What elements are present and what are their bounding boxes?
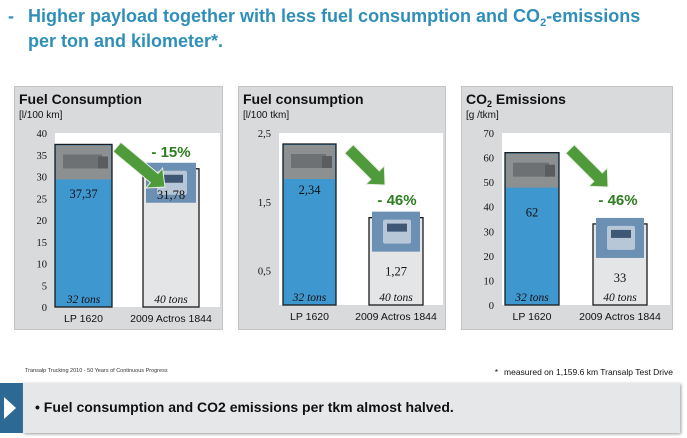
x-tick-label: 2009 Actros 1844 [355, 311, 437, 323]
headline-line-1: Higher payload together with less fuel c… [28, 6, 641, 29]
y-tick-label: 30 [37, 173, 48, 184]
x-tick-label: LP 1620 [513, 311, 552, 323]
data-label: 62 [526, 206, 539, 220]
chart-unit: [l/100 tkm] [243, 110, 290, 121]
y-tick-label: 10 [37, 260, 48, 271]
reduction-label: - 15% [151, 144, 190, 161]
payload-label: 40 tons [379, 292, 413, 304]
y-tick-label: 10 [484, 276, 495, 287]
data-label: 37,37 [69, 187, 97, 201]
y-tick-label: 2,5 [258, 129, 271, 140]
x-tick-label: 2009 Actros 1844 [130, 313, 212, 325]
reduction-arrow-icon [344, 144, 386, 186]
y-tick-label: 70 [484, 129, 495, 140]
summary-text: • Fuel consumption and CO2 emissions per… [35, 399, 454, 415]
truck-photo-cab [98, 156, 108, 169]
headline-line-2: per ton and kilometer*. [28, 31, 224, 51]
truck-photo-windshield [161, 174, 183, 183]
data-label: 2,34 [299, 183, 322, 197]
data-label: 1,27 [385, 265, 407, 279]
chart-title: CO2 Emissions [466, 91, 566, 109]
x-tick-label: 2009 Actros 1844 [579, 311, 661, 323]
footer-source-text: Transalp Trucking 2010 - 50 Years of Con… [25, 368, 168, 374]
payload-label: 40 tons [603, 292, 637, 304]
data-label: 33 [614, 271, 627, 285]
y-tick-label: 50 [484, 178, 495, 189]
fuel-consumption-per-tkm-chart: 0,5 1,5 2,5 2,34 32 tons LP 1620 1,27 40 tons 20… [258, 129, 443, 323]
chevron-right-icon [4, 397, 16, 419]
payload-label: 32 tons [66, 294, 101, 306]
payload-label: 32 tons [292, 292, 327, 304]
chart-unit: [g /tkm] [466, 110, 499, 121]
truck-photo-windshield [611, 229, 631, 238]
y-tick-label: 40 [484, 203, 495, 214]
fuel-consumption-per-tkm-panel: Fuel consumption [l/100 tkm] 0,5 1,5 2,5 2,… [238, 86, 446, 330]
payload-label: 32 tons [514, 292, 549, 304]
truck-photo-cab [322, 156, 332, 169]
y-tick-label: 0 [42, 303, 47, 314]
footnote-star: * [494, 367, 499, 377]
x-tick-label: LP 1620 [64, 313, 103, 325]
truck-photo-windshield [387, 223, 407, 232]
y-tick-label: 30 [484, 227, 495, 238]
truck-photo-trailer [291, 154, 326, 169]
reduction-label: - 46% [598, 192, 637, 209]
summary-callout: • Fuel consumption and CO2 emissions per… [23, 383, 680, 433]
payload-label: 40 tons [154, 294, 188, 306]
footnote: * measured on 1,159.6 km Transalp Test Dr… [495, 367, 673, 377]
x-tick-label: LP 1620 [290, 311, 329, 323]
y-tick-label: 0 [489, 301, 494, 312]
y-tick-label: 40 [37, 129, 48, 140]
y-tick-label: 20 [484, 252, 495, 263]
chart-title: Fuel consumption [243, 91, 364, 107]
bookmark-tab [0, 383, 24, 433]
co2-emissions-chart: 0 10 20 30 40 50 60 70 62 32 tons LP 1620 33 40 tons… [484, 129, 670, 323]
y-tick-label: 25 [37, 194, 48, 205]
chart-unit: [l/100 km] [19, 110, 63, 121]
reduction-arrow-icon [112, 141, 166, 189]
truck-photo-cab [545, 164, 555, 177]
y-tick-label: 35 [37, 151, 48, 162]
y-tick-label: 60 [484, 154, 495, 165]
fuel-consumption-per-km-panel: Fuel Consumption [l/100 km] 0 5 10 15 20 25 30… [14, 86, 223, 330]
headline-dash: - [8, 6, 14, 26]
truck-photo-trailer [513, 162, 549, 177]
y-tick-label: 1,5 [258, 198, 271, 209]
footnote-text: measured on 1,159.6 km Transalp Test Dri… [504, 367, 673, 377]
y-tick-label: 5 [42, 281, 47, 292]
co2-emissions-panel: CO2 Emissions [g /tkm] 0 10 20 30 40 50 60 70 62… [461, 86, 673, 330]
y-tick-label: 15 [37, 238, 48, 249]
fuel-consumption-per-km-chart: 0 5 10 15 20 25 30 35 40 37,37 32 tons LP 1620 31,78… [37, 129, 220, 325]
reduction-arrow-icon [565, 144, 609, 188]
data-label: 31,78 [157, 188, 185, 202]
chart-title: Fuel Consumption [19, 91, 142, 107]
y-tick-label: 20 [37, 216, 48, 227]
reduction-label: - 46% [377, 192, 416, 209]
y-tick-label: 0,5 [258, 267, 271, 278]
truck-photo-trailer [63, 154, 102, 169]
